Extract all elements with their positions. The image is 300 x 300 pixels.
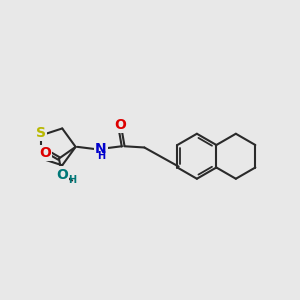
Text: O: O <box>114 118 126 132</box>
Text: O: O <box>39 146 51 160</box>
Text: S: S <box>36 126 46 140</box>
Text: O: O <box>56 167 68 182</box>
Text: H: H <box>97 151 105 161</box>
Text: N: N <box>95 142 106 156</box>
Text: H: H <box>68 176 76 185</box>
